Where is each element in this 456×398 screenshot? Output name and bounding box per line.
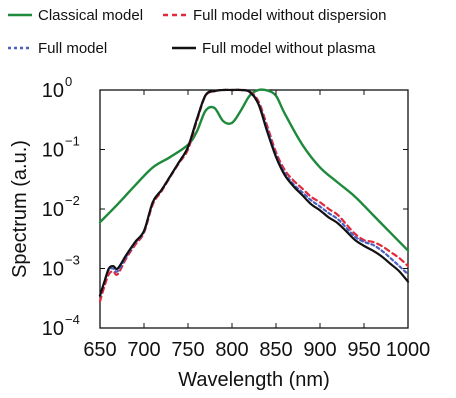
plot-frame (99, 89, 409, 329)
series-line-0 (98, 88, 410, 252)
y-tick-label-base: 10 (42, 318, 64, 340)
y-tick-label-exponent: −4 (65, 312, 80, 327)
x-tick-label: 900 (303, 339, 336, 361)
x-tick-label: 800 (215, 339, 248, 361)
x-axis-label: Wavelength (nm) (178, 369, 330, 391)
legend: Classical model Full model without disper… (8, 7, 386, 57)
legend-label-3: Full model without plasma (202, 40, 376, 57)
y-tick-label-exponent: −2 (65, 193, 80, 208)
series-line-3 (98, 88, 410, 297)
series-line-1 (98, 88, 410, 303)
legend-label-1: Full model without dispersion (193, 7, 386, 24)
y-tick-label: 10 −4 (42, 312, 80, 340)
y-tick-label-base: 10 (42, 140, 64, 162)
y-tick-label-exponent: 0 (65, 74, 72, 89)
series-line-2 (98, 88, 410, 297)
series-group (98, 88, 410, 303)
legend-label-2: Full model (38, 40, 107, 57)
y-tick-label-base: 10 (42, 80, 64, 102)
y-tick-label-base: 10 (42, 199, 64, 221)
x-tick-label: 950 (347, 339, 380, 361)
y-tick-label-exponent: −3 (65, 253, 80, 268)
x-tick-label: 650 (83, 339, 116, 361)
y-tick-label: 10 −3 (42, 253, 80, 281)
y-tick-label: 10 −2 (42, 193, 80, 221)
y-tick-label-base: 10 (42, 259, 64, 281)
y-tick-label-exponent: −1 (65, 134, 80, 149)
y-tick-label: 10 0 (42, 74, 72, 102)
x-tick-label: 850 (259, 339, 292, 361)
x-tick-label: 700 (127, 339, 160, 361)
x-tick-label: 1000 (386, 339, 431, 361)
legend-label-0: Classical model (38, 7, 143, 24)
y-tick-label: 10 −1 (42, 134, 80, 162)
y-axis-label: Spectrum (a.u.) (9, 140, 31, 278)
x-tick-label: 750 (171, 339, 204, 361)
